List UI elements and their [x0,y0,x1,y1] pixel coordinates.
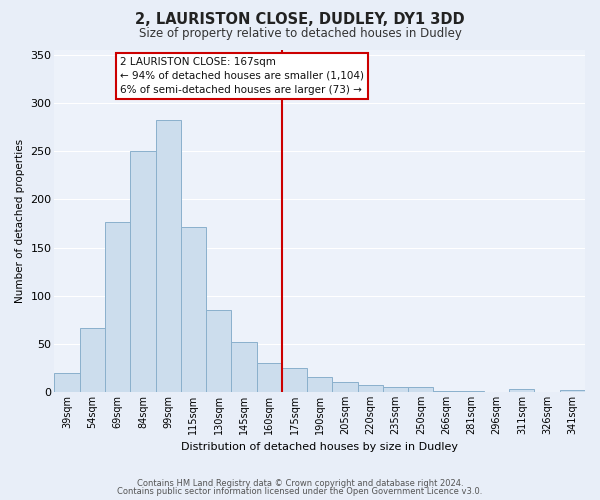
Bar [383,387,408,392]
Y-axis label: Number of detached properties: Number of detached properties [15,139,25,303]
Bar [130,151,155,392]
Text: Size of property relative to detached houses in Dudley: Size of property relative to detached ho… [139,28,461,40]
Bar [408,387,433,392]
Text: 2, LAURISTON CLOSE, DUDLEY, DY1 3DD: 2, LAURISTON CLOSE, DUDLEY, DY1 3DD [135,12,465,28]
Bar [55,372,80,392]
X-axis label: Distribution of detached houses by size in Dudley: Distribution of detached houses by size … [181,442,458,452]
Bar [232,342,257,392]
Bar [181,228,206,392]
Text: Contains HM Land Registry data © Crown copyright and database right 2024.: Contains HM Land Registry data © Crown c… [137,478,463,488]
Bar [433,391,458,392]
Bar [509,389,535,392]
Bar [307,376,332,392]
Bar [458,391,484,392]
Bar [332,382,358,392]
Bar [560,390,585,392]
Bar [257,363,282,392]
Bar [80,328,105,392]
Bar [282,368,307,392]
Text: Contains public sector information licensed under the Open Government Licence v3: Contains public sector information licen… [118,487,482,496]
Bar [155,120,181,392]
Bar [206,310,232,392]
Text: 2 LAURISTON CLOSE: 167sqm
← 94% of detached houses are smaller (1,104)
6% of sem: 2 LAURISTON CLOSE: 167sqm ← 94% of detac… [120,56,364,94]
Bar [105,222,130,392]
Bar [358,386,383,392]
